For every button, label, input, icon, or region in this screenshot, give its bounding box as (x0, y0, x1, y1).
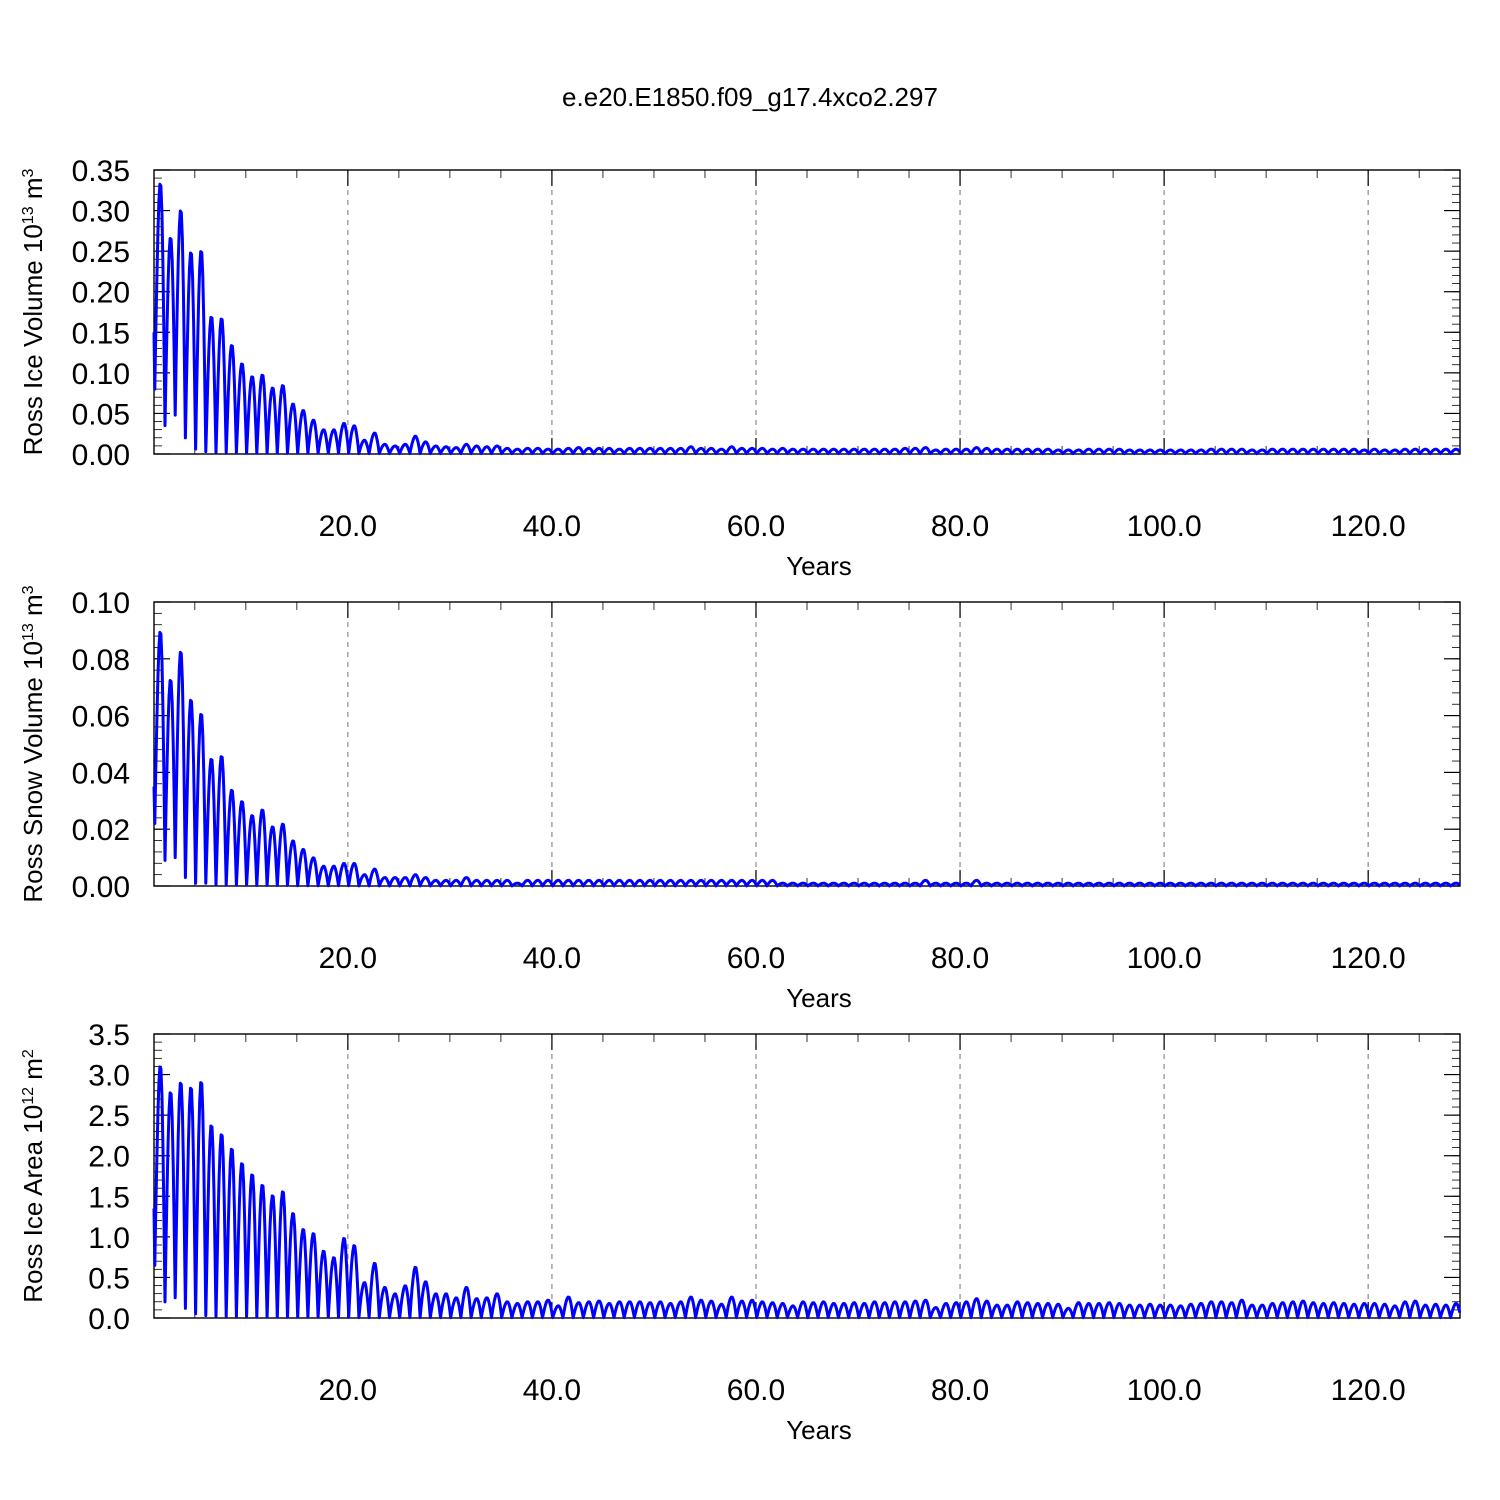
y-axis-label-part: m (18, 1058, 48, 1087)
y-tick-label: 0.20 (72, 277, 130, 310)
y-axis-label-exponent: 13 (20, 206, 37, 224)
y-tick-label: 1.5 (88, 1181, 130, 1214)
y-axis-label-part: m (18, 594, 48, 623)
y-tick-label: 3.0 (88, 1060, 130, 1093)
y-tick-label: 1.0 (88, 1222, 130, 1255)
series-line (152, 1065, 1462, 1320)
x-tick-label: 20.0 (319, 942, 377, 975)
y-axis-label: Ross Ice Volume 1013 m3 (18, 168, 48, 455)
y-axis-label: Ross Snow Volume 1013 m3 (18, 585, 48, 902)
x-tick-label: 100.0 (1127, 1374, 1202, 1407)
y-tick-label: 0.5 (88, 1262, 130, 1295)
x-tick-label: 60.0 (727, 510, 785, 543)
x-tick-label: 40.0 (523, 510, 581, 543)
x-tick-label: 120.0 (1331, 942, 1406, 975)
y-tick-label: 0.02 (72, 814, 130, 847)
chart-panel-1: 0.00 0.05 0.10 0.15 0.20 0.25 0.30 0.35 20.0 40.0… (18, 155, 1462, 581)
y-tick-label: 0.06 (72, 701, 130, 734)
y-tick-label: 0.04 (72, 757, 130, 790)
y-axis-label-exponent: 12 (20, 1087, 37, 1105)
y-axis-label-part: Ross Ice Area 10 (18, 1105, 48, 1303)
y-tick-label: 0.30 (72, 196, 130, 229)
y-tick-label: 0.05 (72, 398, 130, 431)
x-tick-label: 120.0 (1331, 1374, 1406, 1407)
y-tick-label: 0.0 (88, 1303, 130, 1336)
x-tick-label: 60.0 (727, 1374, 785, 1407)
y-tick-label: 0.00 (72, 439, 130, 472)
y-tick-label: 0.35 (72, 155, 130, 188)
x-tick-label: 20.0 (319, 1374, 377, 1407)
y-axis-label-part: m (18, 177, 48, 206)
x-tick-label: 60.0 (727, 942, 785, 975)
y-axis-label-exponent: 13 (20, 623, 37, 641)
series-line (152, 630, 1461, 888)
x-axis-label: Years (786, 551, 852, 581)
y-axis-label-exponent: 3 (20, 585, 37, 594)
y-tick-label: 0.10 (72, 358, 130, 391)
y-tick-label: 0.00 (72, 871, 130, 904)
x-tick-label: 80.0 (931, 942, 989, 975)
y-tick-label: 0.15 (72, 317, 130, 350)
y-tick-label: 2.5 (88, 1100, 130, 1133)
chart-panel-2: 0.00 0.02 0.04 0.06 0.08 0.10 20.0 40.0 60.0 80.0… (18, 585, 1461, 1013)
x-tick-label: 100.0 (1127, 510, 1202, 543)
chart-panel-3: 0.0 0.5 1.0 1.5 2.0 2.5 3.0 3.5 20.0 40.0 60.0 80.0… (18, 1019, 1462, 1445)
y-axis-label: Ross Ice Area 1012 m2 (18, 1049, 48, 1303)
x-tick-label: 40.0 (523, 942, 581, 975)
y-tick-label: 2.0 (88, 1141, 130, 1174)
y-axis-label-part: Ross Ice Volume 10 (18, 224, 48, 455)
x-tick-label: 20.0 (319, 510, 377, 543)
y-tick-label: 0.10 (72, 587, 130, 620)
x-tick-label: 80.0 (931, 510, 989, 543)
plot-frame (153, 169, 1461, 455)
x-tick-label: 100.0 (1127, 942, 1202, 975)
x-tick-label: 120.0 (1331, 510, 1406, 543)
figure-title: e.e20.E1850.f09_g17.4xco2.297 (562, 82, 938, 112)
x-tick-label: 40.0 (523, 1374, 581, 1407)
y-axis-label-exponent: 2 (20, 1049, 37, 1058)
y-tick-label: 3.5 (88, 1019, 130, 1052)
x-tick-label: 80.0 (931, 1374, 989, 1407)
y-axis-label-exponent: 3 (20, 168, 37, 177)
series-line (152, 182, 1462, 456)
plot-frame (153, 601, 1461, 887)
y-axis-label-part: Ross Snow Volume 10 (18, 641, 48, 903)
x-axis-label: Years (786, 983, 852, 1013)
y-tick-label: 0.25 (72, 236, 130, 269)
y-tick-label: 0.08 (72, 644, 130, 677)
x-axis-label: Years (786, 1415, 852, 1445)
